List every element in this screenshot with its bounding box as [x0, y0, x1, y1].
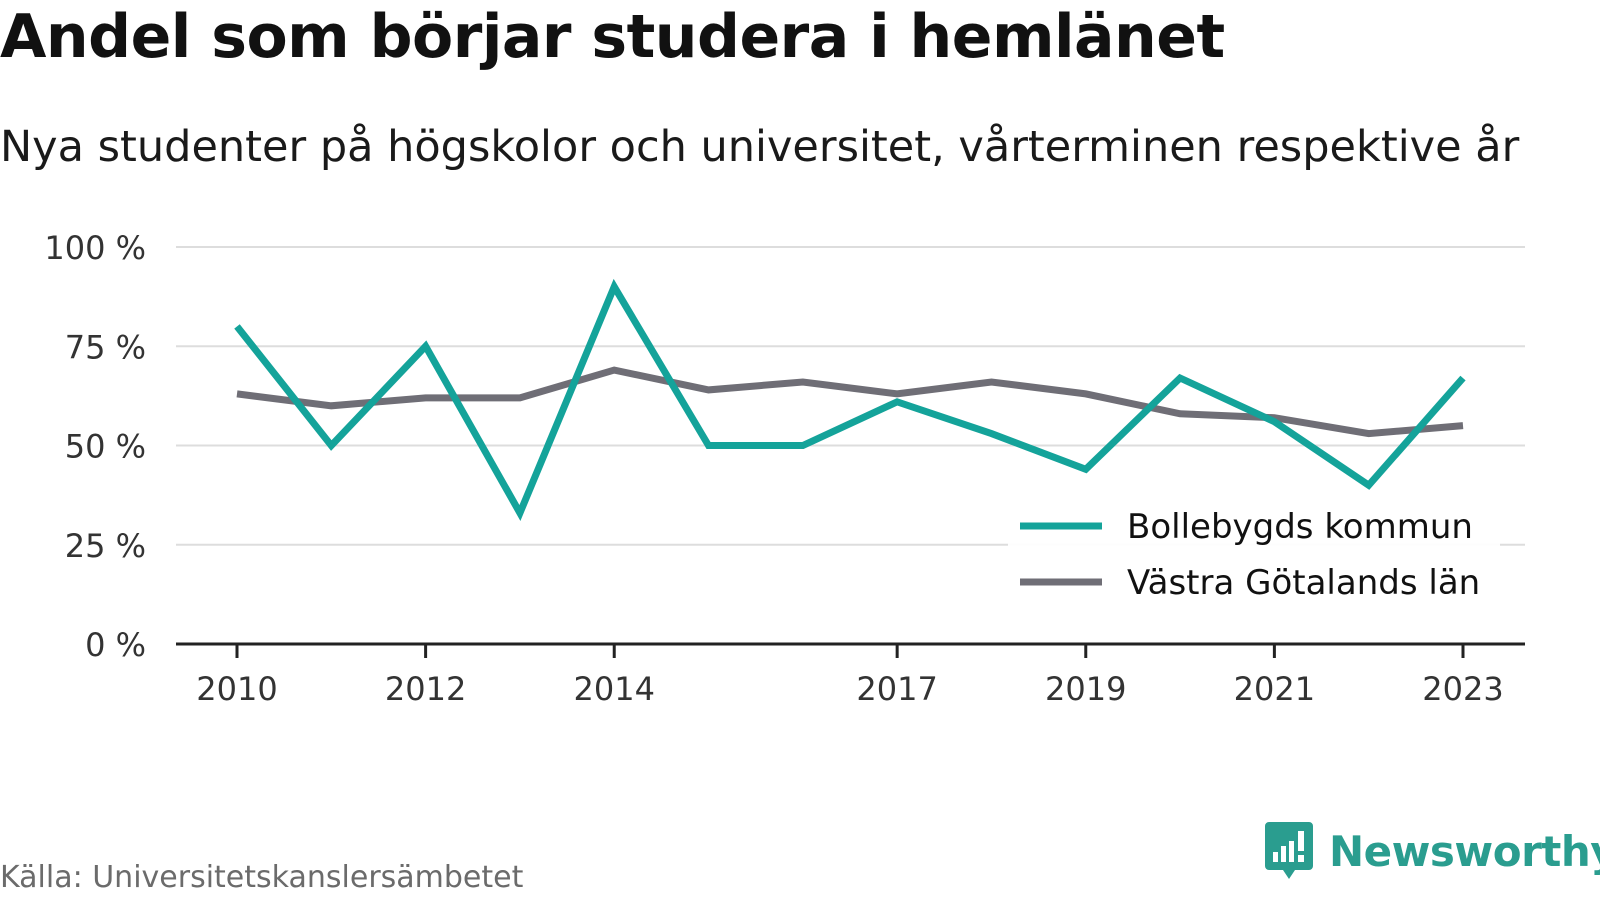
- legend-label: Västra Götalands län: [1127, 563, 1480, 603]
- brand[interactable]: Newsworthy: [1265, 822, 1600, 880]
- y-tick-label: 0 %: [85, 626, 146, 664]
- x-tick-label: 2021: [1234, 670, 1315, 708]
- x-tick-label: 2010: [196, 670, 277, 708]
- newsworthy-logo-icon: [1265, 822, 1313, 879]
- x-tick-label: 2014: [574, 670, 655, 708]
- chart-subtitle: Nya studenter på högskolor och universit…: [0, 122, 1520, 172]
- x-tick-label: 2012: [385, 670, 466, 708]
- y-tick-label: 75 %: [65, 328, 146, 366]
- brand-name: Newsworthy: [1329, 826, 1600, 876]
- x-tick-label: 2023: [1422, 670, 1503, 708]
- x-tick-label: 2019: [1045, 670, 1126, 708]
- source-note: Källa: Universitetskanslersämbetet: [0, 860, 524, 895]
- x-tick-label: 2017: [856, 670, 937, 708]
- series-line-1: [234, 278, 1466, 521]
- y-tick-label: 50 %: [65, 428, 146, 466]
- legend-label: Bollebygds kommun: [1127, 507, 1473, 547]
- chart-title: Andel som börjar studera i hemlänet: [0, 2, 1225, 72]
- y-tick-label: 100 %: [44, 229, 146, 267]
- y-tick-label: 25 %: [65, 527, 146, 565]
